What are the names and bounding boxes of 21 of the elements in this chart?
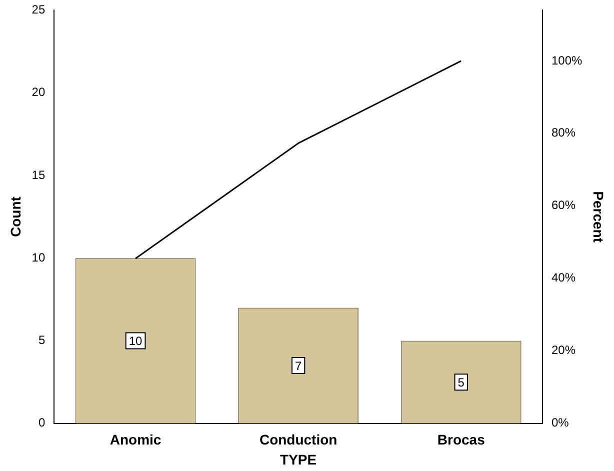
y-tick-label: 0: [38, 416, 46, 430]
data-label: 7: [294, 358, 302, 373]
y2-tick-label: 0%: [552, 416, 570, 430]
x-tick-label: Conduction: [259, 432, 338, 448]
y-tick-label: 10: [32, 250, 46, 264]
data-label: 10: [128, 334, 143, 348]
y2-tick-label: 100%: [552, 53, 583, 68]
y-tick-label: 15: [32, 168, 46, 182]
y-tick-label: 25: [32, 2, 46, 17]
x-axis-title: TYPE: [280, 451, 317, 468]
y-tick-label: 5: [38, 333, 46, 348]
x-tick-label: Anomic: [110, 432, 162, 448]
y2-tick-label: 40%: [552, 270, 576, 285]
y2-tick-label: 20%: [552, 343, 576, 358]
y2-axis-title: Percent: [590, 191, 607, 243]
x-tick-label: Brocas: [437, 432, 486, 448]
y-axis-title: Count: [7, 196, 24, 238]
data-label: 5: [458, 375, 465, 390]
y-tick-label: 20: [32, 85, 46, 100]
y2-tick-label: 80%: [552, 126, 576, 140]
y2-tick-label: 60%: [552, 198, 576, 212]
